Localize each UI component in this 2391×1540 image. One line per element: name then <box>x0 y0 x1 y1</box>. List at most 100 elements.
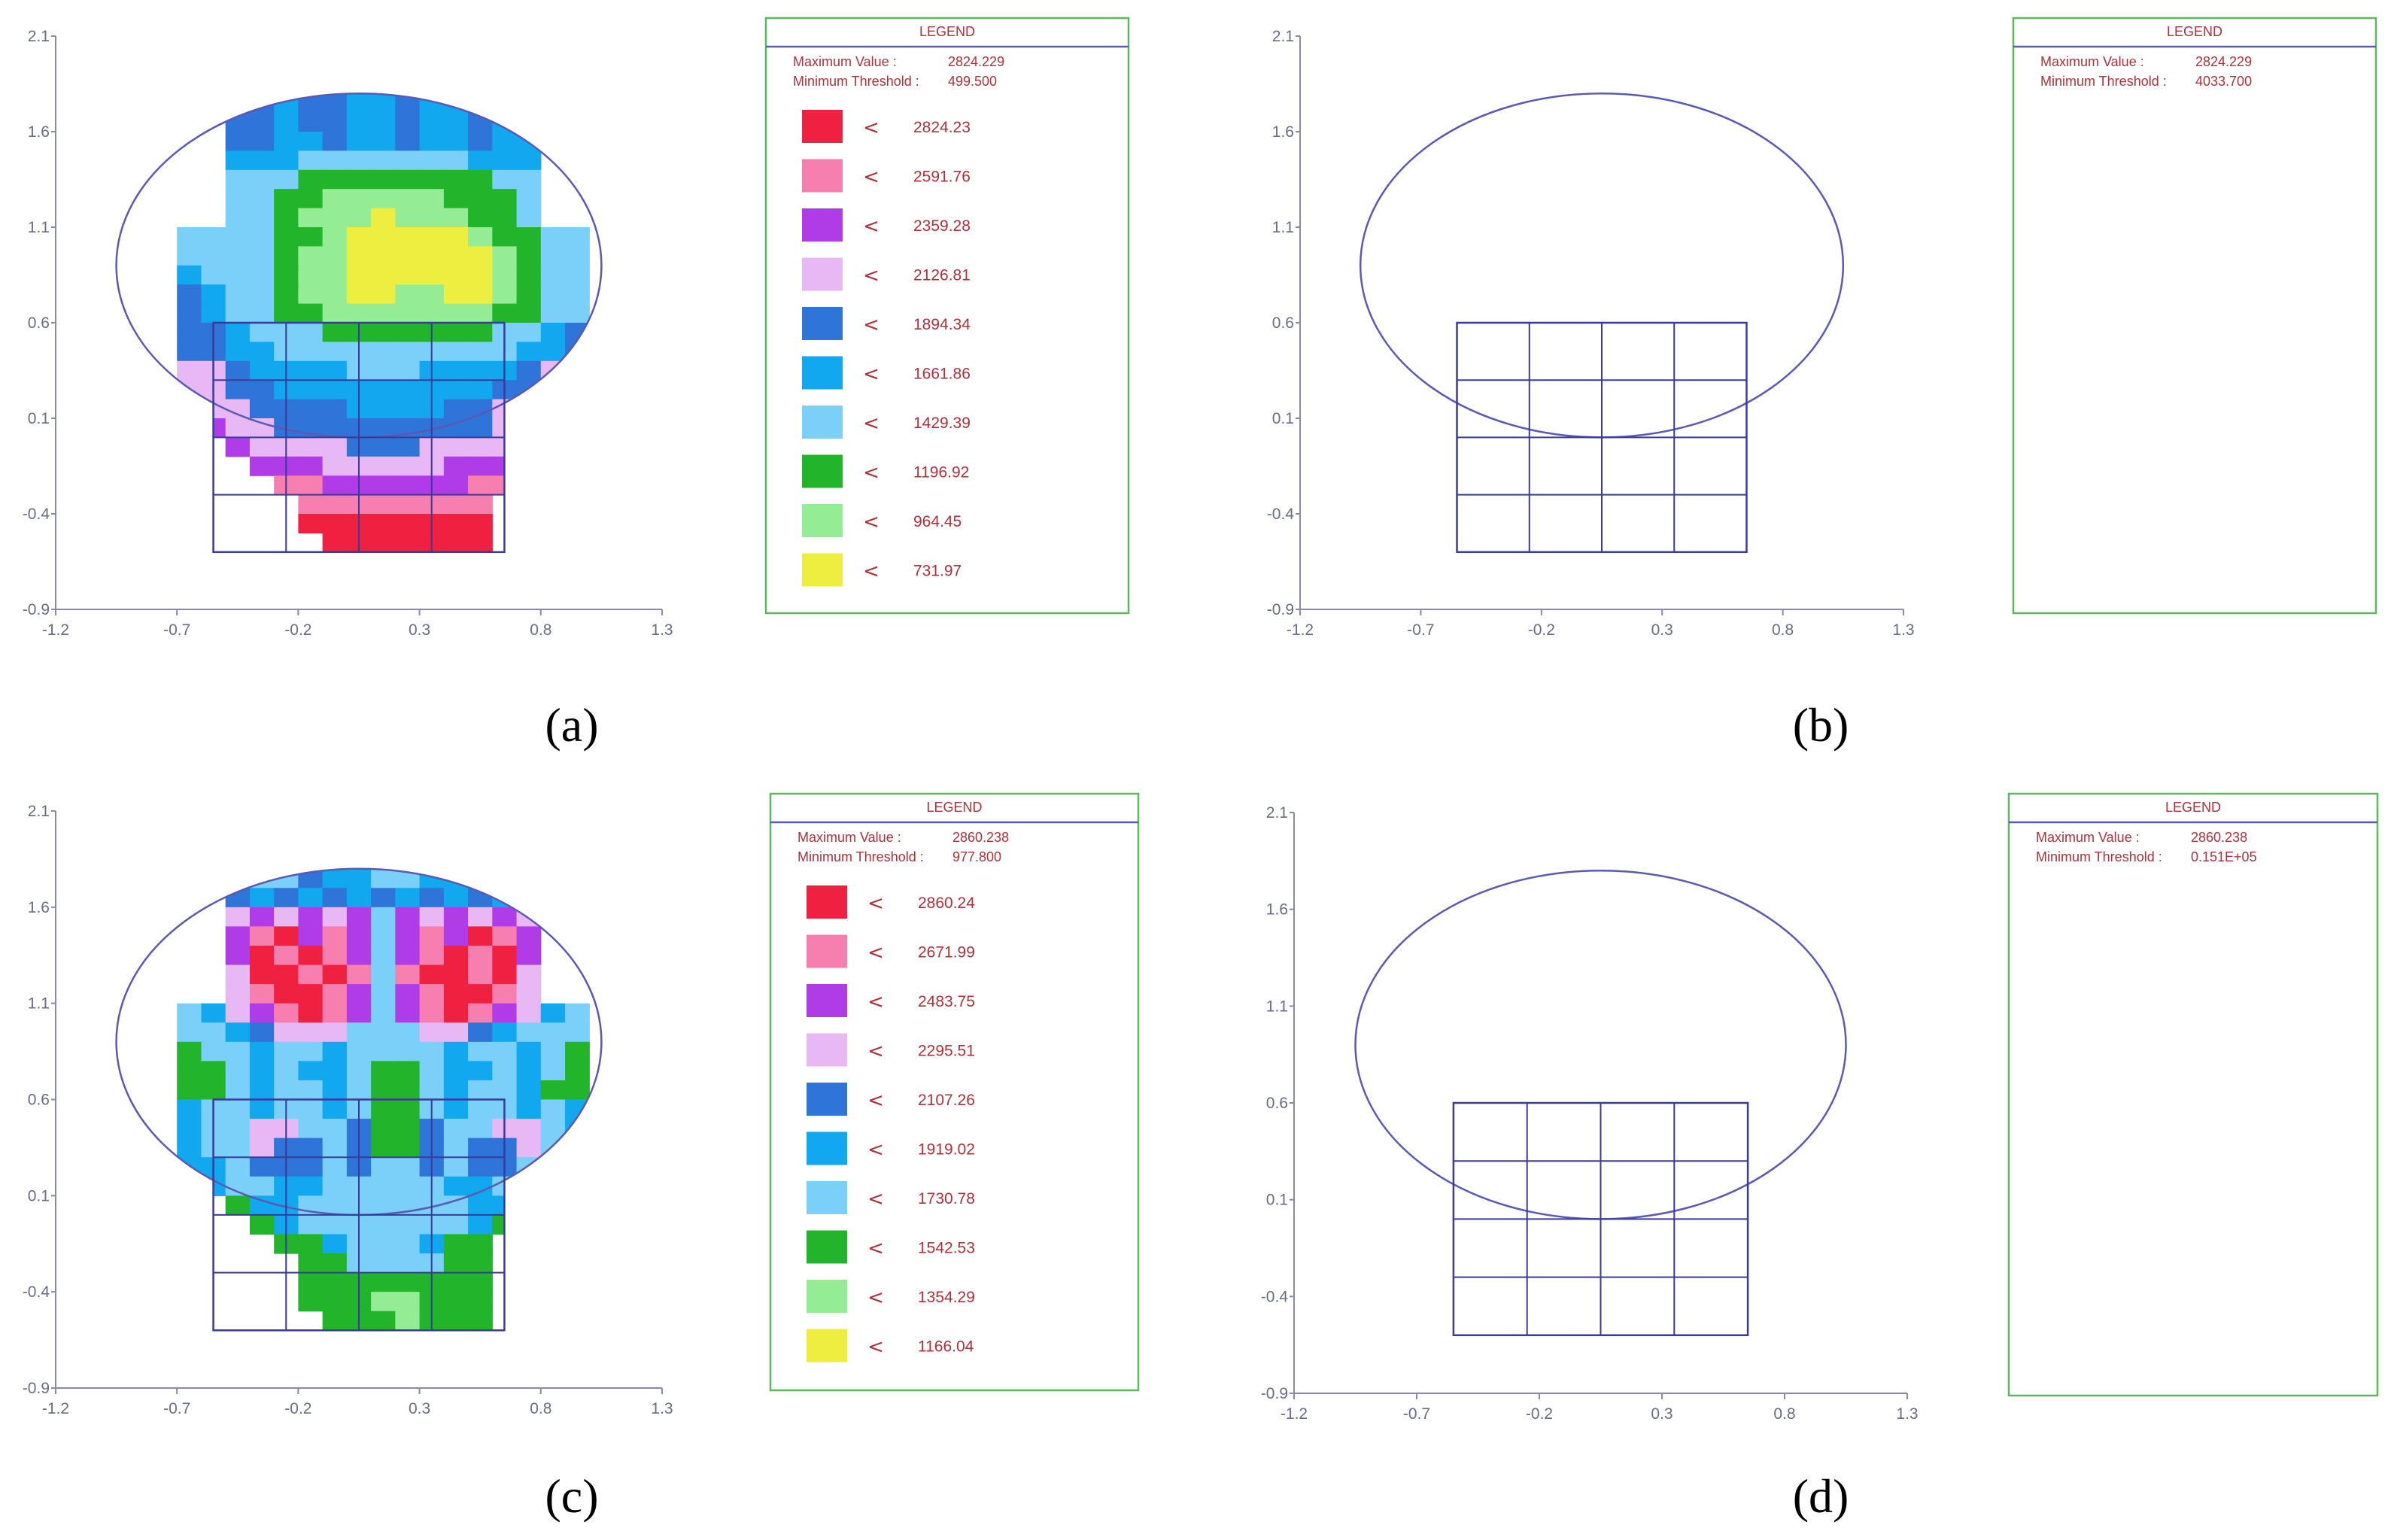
heatmap-cell <box>225 964 251 985</box>
heatmap-cell <box>371 323 396 342</box>
heatmap-cell <box>371 360 396 381</box>
heatmap-cell <box>322 437 348 457</box>
y-tick-label: 1.1 <box>28 219 50 236</box>
heatmap-cell <box>565 1061 590 1081</box>
heatmap-cell <box>395 1022 421 1043</box>
heatmap-cell <box>516 227 542 247</box>
heatmap-cell <box>468 323 493 342</box>
heatmap-cell <box>249 132 275 151</box>
x-tick-label: -1.2 <box>1287 621 1314 639</box>
heatmap-cell <box>419 169 445 190</box>
heatmap-cell <box>177 399 202 419</box>
heatmap-cell <box>540 265 566 285</box>
heatmap-cell <box>274 964 299 985</box>
legend-arrow: < <box>863 265 880 287</box>
y-tick-label: -0.4 <box>23 1283 50 1301</box>
x-tick-label: -1.2 <box>1281 1405 1308 1423</box>
heatmap-cell <box>492 265 518 285</box>
heatmap-cell <box>395 1234 421 1254</box>
y-tick-label: 1.1 <box>28 995 50 1013</box>
heatmap-cell <box>492 1022 518 1043</box>
heatmap-cell <box>395 189 421 209</box>
heatmap-cell <box>298 360 324 381</box>
x-tick-label: -1.2 <box>42 1400 69 1417</box>
legend-arrow: < <box>867 1286 884 1309</box>
heatmap-cell <box>249 360 275 381</box>
heatmap-cell <box>468 1272 493 1292</box>
heatmap-cell <box>395 907 421 927</box>
heatmap-cell <box>346 1022 372 1043</box>
heatmap-cell <box>443 533 469 552</box>
heatmap-cell <box>443 112 469 132</box>
heatmap-cell <box>540 1080 566 1101</box>
heatmap-cell <box>298 208 324 228</box>
heatmap-cell <box>516 323 542 342</box>
heatmap-cell <box>516 1099 542 1119</box>
heatmap-cell <box>516 1176 542 1196</box>
heatmap-cell <box>322 1080 348 1101</box>
heatmap-cell <box>177 265 202 285</box>
heatmap-cell <box>468 945 493 966</box>
heatmap-cell <box>225 1099 251 1119</box>
heatmap-cell <box>225 1022 251 1043</box>
heatmap-cell <box>298 945 324 966</box>
heatmap-cell <box>371 456 396 476</box>
heatmap-cell <box>516 208 542 228</box>
legend-swatch <box>802 307 843 340</box>
heatmap-cell <box>322 303 348 323</box>
heatmap-cell <box>516 284 542 305</box>
heatmap-cell <box>516 150 542 171</box>
heatmap-cell <box>346 1080 372 1101</box>
legend: LEGEND Maximum Value : 2824.229 Minimum Thr… <box>764 17 1130 615</box>
heatmap-cell <box>516 964 542 985</box>
legend-swatch <box>802 454 843 488</box>
heatmap-cell <box>249 1061 275 1081</box>
legend-swatch <box>802 208 843 241</box>
heatmap-cell <box>468 868 493 888</box>
heatmap-cell <box>225 926 251 946</box>
heatmap-cell <box>298 1022 324 1043</box>
heatmap-cell <box>468 399 493 419</box>
heatmap-cell <box>201 265 226 285</box>
heatmap-cell <box>371 169 396 190</box>
heatmap-cell <box>468 1253 493 1274</box>
heatmap-cell <box>395 456 421 476</box>
heatmap-cell <box>468 150 493 171</box>
heatmap-cell <box>225 1080 251 1101</box>
heatmap-cell <box>540 1138 566 1158</box>
heatmap-cell <box>177 1119 202 1139</box>
heatmap-cell <box>322 1138 348 1158</box>
heatmap-cell <box>249 1195 275 1216</box>
heatmap-cell <box>468 1157 493 1177</box>
heatmap-cell <box>225 169 251 190</box>
legend-level-value: 1919.02 <box>918 1141 975 1159</box>
x-tick-label: 1.3 <box>651 1400 673 1417</box>
heatmap-cell <box>201 1003 226 1023</box>
panel-label: (c) <box>545 1469 598 1523</box>
heatmap-cell <box>322 399 348 419</box>
heatmap-cell <box>419 926 445 946</box>
legend-arrow: < <box>863 215 880 238</box>
heatmap-cell <box>322 265 348 285</box>
heatmap-cell <box>298 303 324 323</box>
legend-border <box>764 17 1130 615</box>
heatmap-cell <box>371 1138 396 1158</box>
heatmap-cell <box>468 93 493 114</box>
heatmap-cell <box>443 494 469 515</box>
heatmap-cell <box>395 132 421 151</box>
heatmap-cell <box>395 169 421 190</box>
heatmap-cell <box>346 112 372 132</box>
heatmap-cell <box>371 1292 396 1312</box>
heatmap-cell <box>540 1022 566 1043</box>
y-tick-label: 1.1 <box>1266 998 1288 1015</box>
heatmap-cell <box>468 533 493 552</box>
x-tick-label: -0.2 <box>1526 1405 1553 1423</box>
y-tick-label: 2.1 <box>28 28 50 45</box>
heatmap-cell <box>443 514 469 533</box>
heatmap-cell <box>371 926 396 946</box>
heatmap-cells <box>177 93 590 552</box>
heatmap-cell <box>565 227 590 247</box>
heatmap-cell <box>540 1157 566 1177</box>
legend-min-label: Minimum Threshold : <box>2036 849 2162 864</box>
legend-swatch <box>802 110 843 143</box>
